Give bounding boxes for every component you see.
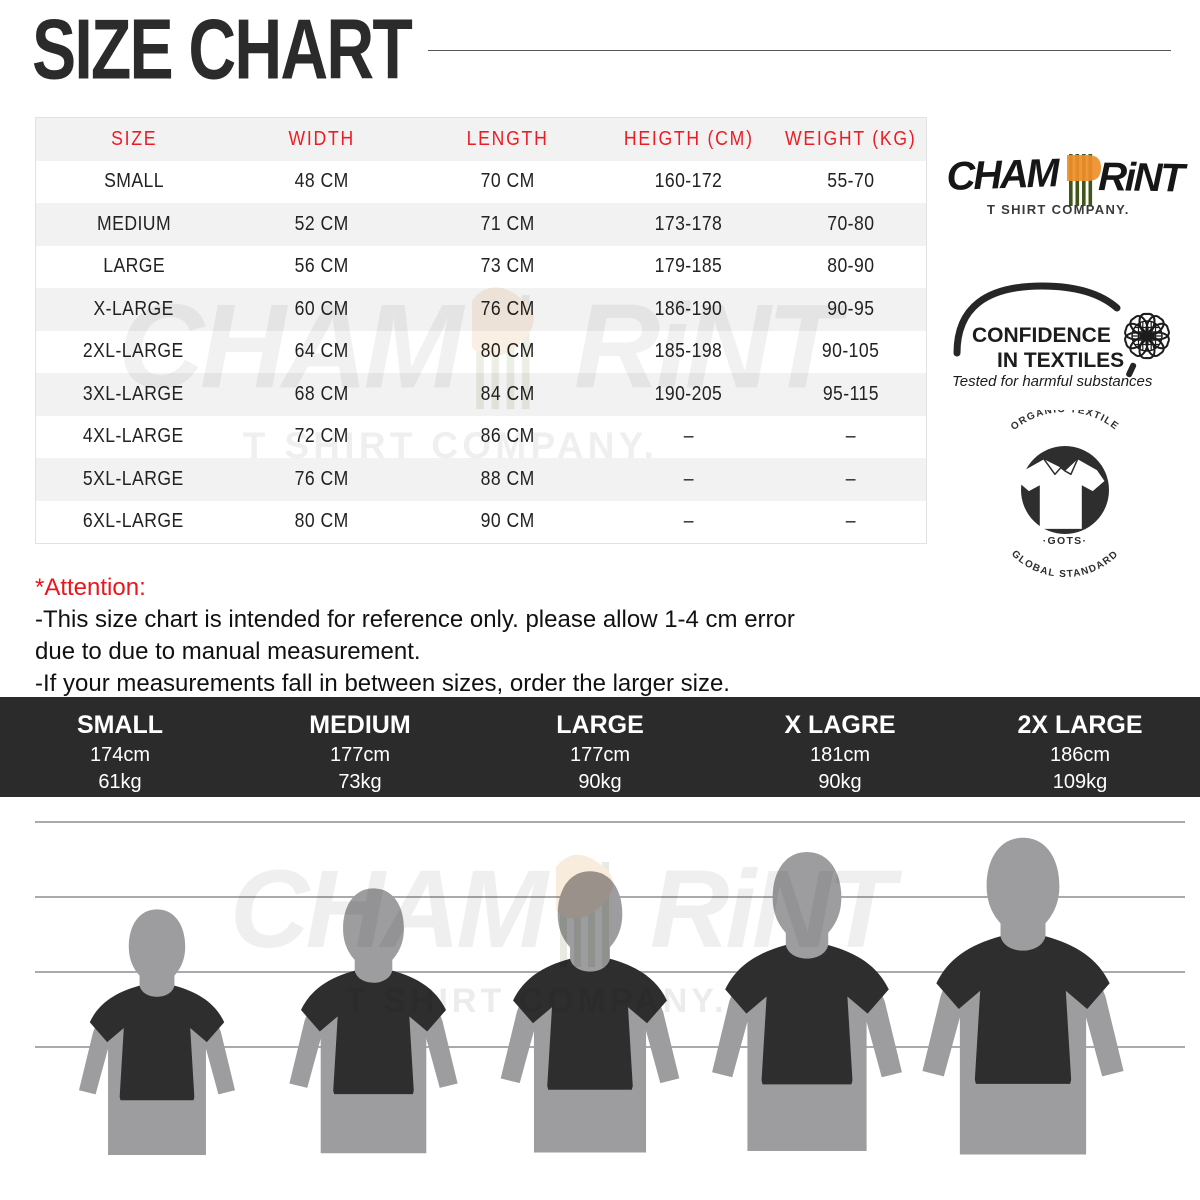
svg-text:T SHIRT COMPANY.: T SHIRT COMPANY. <box>345 982 728 1020</box>
svg-text:CONFIDENCE: CONFIDENCE <box>972 324 1111 347</box>
svg-text:·GOTS·: ·GOTS· <box>1043 535 1088 547</box>
svg-text:RiNT: RiNT <box>1098 155 1189 201</box>
svg-text:RiNT: RiNT <box>650 848 902 971</box>
svg-text:T SHIRT COMPANY.: T SHIRT COMPANY. <box>987 202 1130 217</box>
svg-text:Tested for harmful substances: Tested for harmful substances <box>952 373 1153 390</box>
svg-text:ORGANIC TEXTILE: ORGANIC TEXTILE <box>1009 410 1121 433</box>
svg-text:CHAM: CHAM <box>230 848 550 971</box>
svg-text:IN TEXTILES: IN TEXTILES <box>997 349 1124 372</box>
svg-text:CHAM: CHAM <box>946 151 1062 199</box>
